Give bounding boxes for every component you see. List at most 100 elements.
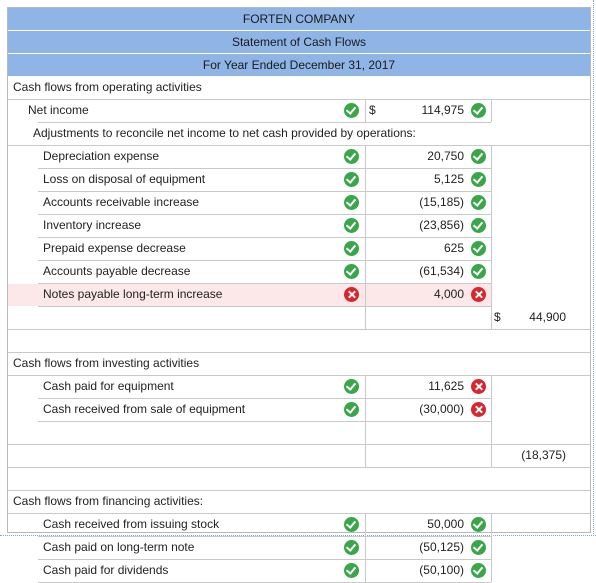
header-statement-row: Statement of Cash Flows xyxy=(8,31,590,53)
header-divider xyxy=(8,30,590,31)
column-divider xyxy=(491,237,492,260)
column-divider xyxy=(365,283,366,306)
column-divider xyxy=(365,306,366,329)
column-divider xyxy=(365,421,366,444)
column-divider xyxy=(365,559,366,582)
row-divider xyxy=(8,99,590,100)
row-divider xyxy=(38,398,365,399)
line-item-label: Inventory increase xyxy=(43,218,142,232)
column-divider xyxy=(491,168,492,191)
column-divider xyxy=(491,421,492,444)
line-item-row xyxy=(8,99,590,122)
row-divider xyxy=(38,260,365,261)
line-item-label: Cash received from issuing stock xyxy=(43,517,220,531)
check-circle-icon xyxy=(471,517,486,532)
check-circle-icon xyxy=(344,379,359,394)
line-item-amount: (30,000) xyxy=(419,402,464,416)
section-heading: Cash flows from operating activities xyxy=(13,80,202,94)
column-divider xyxy=(491,191,492,214)
row-divider xyxy=(365,260,491,261)
row-divider xyxy=(8,467,590,468)
check-circle-icon xyxy=(471,103,486,118)
currency-symbol: $ xyxy=(494,310,501,324)
x-circle-icon xyxy=(344,287,359,302)
column-divider xyxy=(491,398,492,421)
row-divider xyxy=(365,191,491,192)
line-item-amount: 5,125 xyxy=(433,172,464,186)
row-divider xyxy=(365,122,491,123)
column-divider xyxy=(365,145,366,168)
selection-border-right xyxy=(593,0,594,536)
line-item-amount: 114,975 xyxy=(421,103,465,117)
row-divider xyxy=(365,168,491,169)
column-divider xyxy=(491,283,492,306)
check-circle-icon xyxy=(344,563,359,578)
row-divider xyxy=(8,444,590,445)
row-divider xyxy=(8,490,590,491)
section-heading: Cash flows from financing activities: xyxy=(13,494,204,508)
row-divider xyxy=(38,283,365,284)
cash-flow-statement: FORTEN COMPANY Statement of Cash Flows F… xyxy=(0,0,596,537)
check-circle-icon xyxy=(344,218,359,233)
line-item-amount: (23,856) xyxy=(419,218,464,232)
section-total: 44,900 xyxy=(529,310,566,324)
check-circle-icon xyxy=(344,264,359,279)
check-circle-icon xyxy=(471,195,486,210)
line-item-amount: 50,000 xyxy=(427,517,464,531)
row-divider xyxy=(8,352,590,353)
row-divider xyxy=(8,375,590,376)
section-heading: Adjustments to reconcile net income to n… xyxy=(33,126,416,140)
row-divider xyxy=(38,168,365,169)
row-divider xyxy=(38,122,365,123)
column-divider xyxy=(365,191,366,214)
check-circle-icon xyxy=(471,172,486,187)
check-circle-icon xyxy=(344,195,359,210)
selection-border-bottom xyxy=(0,535,596,536)
column-divider xyxy=(491,99,492,122)
row-divider xyxy=(38,191,365,192)
line-item-label: Depreciation expense xyxy=(43,149,160,163)
column-divider xyxy=(365,536,366,559)
x-circle-icon xyxy=(471,287,486,302)
row-divider xyxy=(365,398,491,399)
check-circle-icon xyxy=(471,241,486,256)
row-divider xyxy=(38,214,365,215)
header-company-row: FORTEN COMPANY xyxy=(8,8,590,30)
currency-symbol: $ xyxy=(369,103,376,117)
column-divider xyxy=(491,306,492,329)
check-circle-icon xyxy=(344,540,359,555)
column-divider xyxy=(365,398,366,421)
line-item-label: Accounts receivable increase xyxy=(43,195,200,209)
row-divider xyxy=(38,421,365,422)
column-divider xyxy=(365,375,366,398)
row-divider xyxy=(365,237,491,238)
column-divider xyxy=(491,513,492,536)
check-circle-icon xyxy=(344,172,359,187)
line-item-label: Net income xyxy=(28,103,89,117)
line-item-label: Cash received from sale of equipment xyxy=(43,402,246,416)
column-divider xyxy=(365,513,366,536)
check-circle-icon xyxy=(344,402,359,417)
x-circle-icon xyxy=(471,379,486,394)
line-item-label: Cash paid on long-term note xyxy=(43,540,195,554)
line-item-amount: (15,185) xyxy=(419,195,464,209)
row-divider xyxy=(365,214,491,215)
x-circle-icon xyxy=(471,402,486,417)
check-circle-icon xyxy=(344,149,359,164)
line-item-amount: (61,534) xyxy=(419,264,464,278)
row-divider xyxy=(8,145,590,146)
section-heading: Cash flows from investing activities xyxy=(13,356,200,370)
section-total: (18,375) xyxy=(521,448,566,462)
column-divider xyxy=(365,444,366,467)
error-row-highlight xyxy=(8,284,491,306)
line-item-amount: 20,750 xyxy=(427,149,464,163)
header-period-row: For Year Ended December 31, 2017 xyxy=(8,54,590,76)
check-circle-icon xyxy=(471,264,486,279)
row-divider xyxy=(8,329,590,330)
statement-frame xyxy=(7,7,591,533)
column-divider xyxy=(365,168,366,191)
check-circle-icon xyxy=(344,241,359,256)
line-item-amount: 4,000 xyxy=(433,287,464,301)
line-item-label: Prepaid expense decrease xyxy=(43,241,186,255)
column-divider xyxy=(491,375,492,398)
